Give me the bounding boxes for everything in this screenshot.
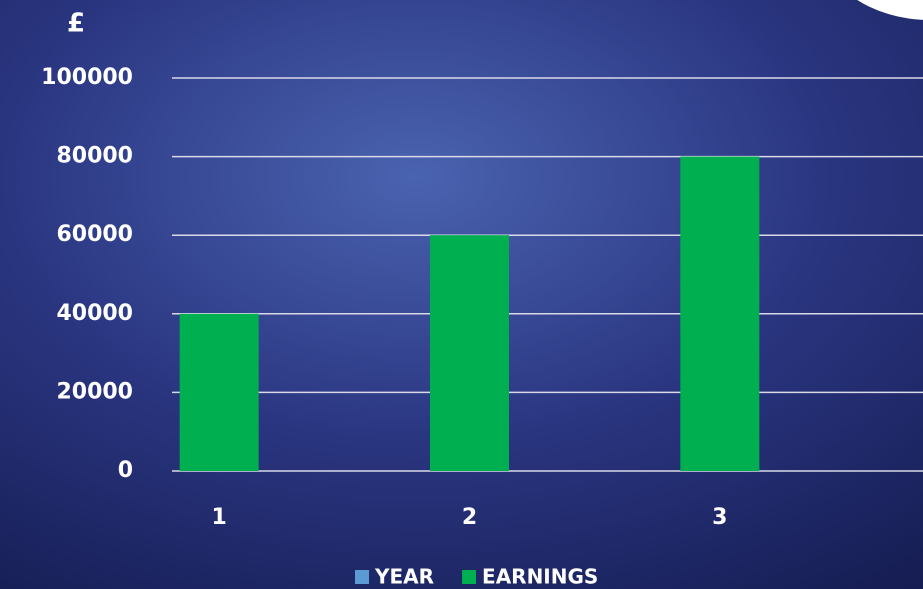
legend-swatch [355,570,369,584]
y-tick-label: 0 [118,458,133,483]
y-tick-label: 80000 [56,144,133,169]
bar [180,314,259,471]
x-tick-label: 2 [462,505,477,530]
y-axis-label: £ [67,9,85,39]
y-tick-label: 20000 [56,379,133,404]
y-tick-label: 40000 [56,301,133,326]
legend-label: YEAR [374,565,434,589]
legend-label: EARNINGS [482,565,598,589]
y-tick-label: 60000 [56,222,133,247]
bar [430,235,509,471]
x-tick-label: 3 [712,505,727,530]
page: {"chart_data": {"type": "bar", "y_label"… [0,0,923,589]
bar [680,157,759,471]
y-tick-label: 100000 [41,65,133,90]
x-tick-label: 1 [212,505,227,530]
legend-swatch [462,570,476,584]
chart: £ 0 20000 40000 60000 80000 100000 1 2 3 YEAR EARN… [0,0,923,589]
